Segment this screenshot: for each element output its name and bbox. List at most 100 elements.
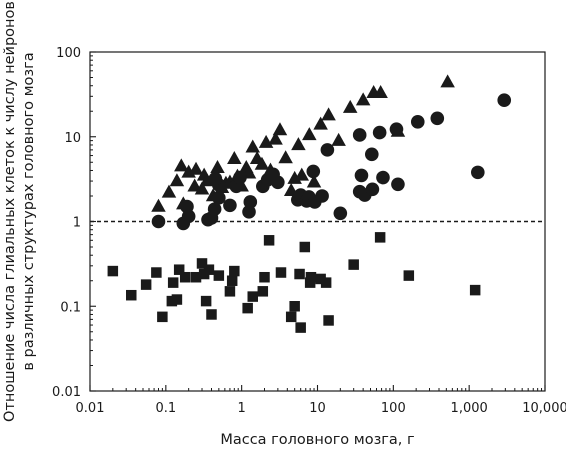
circle-point [315, 189, 329, 203]
circle-point [271, 175, 285, 190]
triangle-point [331, 132, 346, 146]
square-point [200, 295, 212, 307]
square-point [226, 275, 238, 286]
triangle-point [210, 160, 225, 174]
triangle-point [355, 92, 371, 106]
circle-point [180, 199, 194, 214]
triangle-point [245, 139, 260, 153]
square-point [299, 241, 311, 253]
square-point [295, 322, 306, 333]
triangle-point [194, 181, 210, 195]
circle-series [151, 93, 512, 231]
square-point [224, 286, 236, 297]
square-point [315, 273, 326, 285]
triangle-point [161, 184, 177, 198]
square-point [107, 265, 119, 277]
y-tick-label: 0.1 [60, 300, 81, 315]
square-point [206, 309, 217, 320]
y-axis-label: Отношение числа глиальных клеток к числу… [2, 1, 37, 422]
square-point [151, 267, 162, 278]
triangle-point [287, 170, 302, 184]
x-axis-label: Масса головного мозга, г [220, 432, 414, 448]
square-point [203, 264, 215, 275]
circle-point [306, 164, 321, 179]
square-point [304, 277, 316, 288]
circle-point [242, 205, 256, 219]
square-point [374, 232, 386, 243]
square-point [140, 279, 152, 290]
x-tick-label: 0.1 [155, 401, 176, 416]
square-point [179, 271, 191, 283]
triangle-point [258, 134, 274, 148]
square-series [107, 232, 481, 333]
triangle-point [313, 116, 328, 130]
triangle-point [294, 167, 310, 181]
x-tick-label: 100 [381, 401, 406, 416]
square-point [173, 264, 185, 275]
y-axis-label-line1: Отношение числа глиальных клеток к числу… [2, 1, 18, 422]
y-tick-label: 10 [64, 131, 81, 146]
circle-point [391, 177, 405, 192]
square-point [247, 291, 258, 302]
circle-point [233, 170, 247, 185]
triangle-point [254, 156, 270, 170]
circle-point [352, 128, 367, 142]
circle-point [372, 125, 387, 140]
triangle-point [342, 99, 358, 113]
circle-point [471, 165, 485, 180]
x-tick-label: 1,000 [451, 401, 488, 416]
circle-point [365, 182, 380, 197]
square-point [263, 235, 275, 246]
square-point [259, 271, 270, 283]
square-point [196, 258, 208, 269]
x-tick-label: 10,000 [522, 401, 566, 416]
triangle-point [321, 107, 336, 121]
triangle-point [268, 131, 283, 145]
y-axis-label-line2: в различных структурах головного мозга [21, 52, 37, 370]
triangle-point [302, 127, 317, 141]
square-point [348, 259, 359, 270]
triangle-point [174, 158, 189, 172]
triangle-point [227, 150, 242, 164]
square-point [275, 267, 287, 278]
y-tick-label: 0.01 [52, 385, 81, 400]
circle-point [151, 214, 166, 229]
square-point [167, 277, 179, 288]
circle-point [333, 206, 348, 221]
x-tick-label: 0.01 [76, 401, 105, 416]
x-tick-label: 10 [309, 401, 326, 416]
square-point [242, 302, 253, 314]
square-point [289, 301, 300, 312]
square-point [171, 294, 183, 305]
square-point [305, 271, 317, 283]
circle-point [497, 93, 512, 107]
triangle-point [373, 85, 388, 99]
circle-point [389, 122, 404, 136]
circle-point [364, 147, 379, 162]
square-point [320, 277, 332, 288]
data-marks [107, 74, 512, 333]
triangle-point [306, 174, 322, 188]
square-point [323, 315, 334, 326]
triangle-point [169, 173, 185, 187]
square-point [157, 311, 168, 323]
square-point [213, 270, 225, 281]
axis-ticks: 0.01 0.1 1 10 100 1,000 10,000 0.01 0.1 1 10 100 [52, 46, 566, 416]
triangle-point [440, 74, 455, 88]
circle-point [207, 202, 222, 216]
circle-point [208, 171, 223, 186]
square-point [257, 286, 269, 297]
circle-point [376, 170, 390, 185]
triangle-point [291, 137, 306, 151]
triangle-point [151, 198, 166, 212]
circle-point [243, 195, 258, 209]
triangle-point [278, 150, 293, 164]
square-point [469, 284, 481, 296]
square-point [229, 265, 240, 277]
y-tick-label: 1 [73, 216, 81, 231]
circle-point [212, 191, 226, 205]
x-tick-label: 1 [238, 401, 246, 416]
y-tick-label: 100 [56, 46, 81, 61]
circle-point [320, 143, 335, 157]
